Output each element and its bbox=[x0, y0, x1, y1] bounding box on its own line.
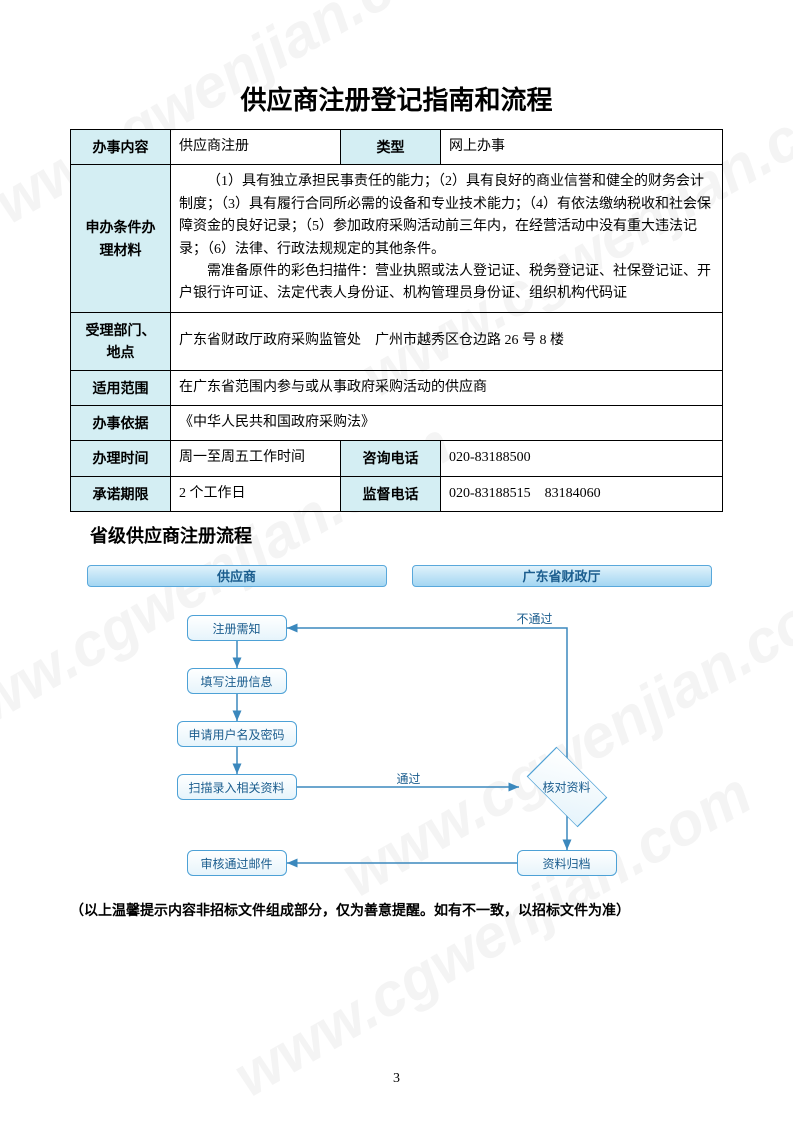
edge-label-notpass: 不通过 bbox=[517, 610, 553, 627]
page-number: 3 bbox=[393, 1071, 400, 1087]
cell-basis: 《中华人民共和国政府采购法》 bbox=[171, 405, 723, 440]
node-archive: 资料归档 bbox=[517, 850, 617, 876]
table-row: 申办条件办理材料 （1）具有独立承担民事责任的能力；（2）具有良好的商业信誉和健… bbox=[71, 165, 723, 312]
cell-deadline: 2 个工作日 bbox=[171, 476, 341, 511]
table-row: 适用范围 在广东省范围内参与或从事政府采购活动的供应商 bbox=[71, 370, 723, 405]
label-deadline: 承诺期限 bbox=[71, 476, 171, 511]
node-scan-docs: 扫描录入相关资料 bbox=[177, 774, 297, 800]
node-register-info: 注册需知 bbox=[187, 615, 287, 641]
page-title: 供应商注册登记指南和流程 bbox=[70, 80, 723, 117]
table-row: 受理部门、地点 广东省财政厅政府采购监管处 广州市越秀区仓边路 26 号 8 楼 bbox=[71, 312, 723, 370]
label-consult-phone: 咨询电话 bbox=[341, 441, 441, 476]
flowchart-subtitle: 省级供应商注册流程 bbox=[90, 522, 723, 548]
label-supervise-phone: 监督电话 bbox=[341, 476, 441, 511]
node-verify: 核对资料 bbox=[522, 762, 612, 812]
conditions-p2: 需准备原件的彩色扫描件：营业执照或法人登记证、税务登记证、社保登记证、开户银行许… bbox=[179, 261, 714, 306]
table-row: 办理时间 周一至周五工作时间 咨询电话 020-83188500 bbox=[71, 441, 723, 476]
cell-consult-phone: 020-83188500 bbox=[441, 441, 723, 476]
label-dept: 受理部门、地点 bbox=[71, 312, 171, 370]
cell-time: 周一至周五工作时间 bbox=[171, 441, 341, 476]
diamond-label: 核对资料 bbox=[542, 779, 590, 796]
swimlane-supplier: 供应商 bbox=[87, 565, 387, 587]
cell-content: 供应商注册 bbox=[171, 130, 341, 165]
label-time: 办理时间 bbox=[71, 441, 171, 476]
cell-supervise-phone: 020-83188515 83184060 bbox=[441, 476, 723, 511]
cell-type: 网上办事 bbox=[441, 130, 723, 165]
label-scope: 适用范围 bbox=[71, 370, 171, 405]
swimlane-finance: 广东省财政厅 bbox=[412, 565, 712, 587]
label-conditions: 申办条件办理材料 bbox=[71, 165, 171, 312]
info-table: 办事内容 供应商注册 类型 网上办事 申办条件办理材料 （1）具有独立承担民事责… bbox=[70, 129, 723, 512]
label-basis: 办事依据 bbox=[71, 405, 171, 440]
table-row: 办事内容 供应商注册 类型 网上办事 bbox=[71, 130, 723, 165]
node-apply-user: 申请用户名及密码 bbox=[177, 721, 297, 747]
table-row: 办事依据 《中华人民共和国政府采购法》 bbox=[71, 405, 723, 440]
cell-scope: 在广东省范围内参与或从事政府采购活动的供应商 bbox=[171, 370, 723, 405]
conditions-p1: （1）具有独立承担民事责任的能力；（2）具有良好的商业信誉和健全的财务会计制度；… bbox=[179, 171, 714, 261]
flowchart-arrows bbox=[77, 560, 717, 890]
label-content: 办事内容 bbox=[71, 130, 171, 165]
table-row: 承诺期限 2 个工作日 监督电话 020-83188515 83184060 bbox=[71, 476, 723, 511]
node-fill-info: 填写注册信息 bbox=[187, 668, 287, 694]
flowchart: 供应商 广东省财政厅 注册需知 填写注册信息 申请用户名及密码 扫描录入相关资料… bbox=[77, 560, 717, 890]
cell-dept: 广东省财政厅政府采购监管处 广州市越秀区仓边路 26 号 8 楼 bbox=[171, 312, 723, 370]
disclaimer: （以上温馨提示内容非招标文件组成部分，仅为善意提醒。如有不一致，以招标文件为准） bbox=[70, 900, 723, 920]
label-type: 类型 bbox=[341, 130, 441, 165]
node-approve-mail: 审核通过邮件 bbox=[187, 850, 287, 876]
cell-conditions: （1）具有独立承担民事责任的能力；（2）具有良好的商业信誉和健全的财务会计制度；… bbox=[171, 165, 723, 312]
edge-label-pass: 通过 bbox=[397, 770, 421, 787]
